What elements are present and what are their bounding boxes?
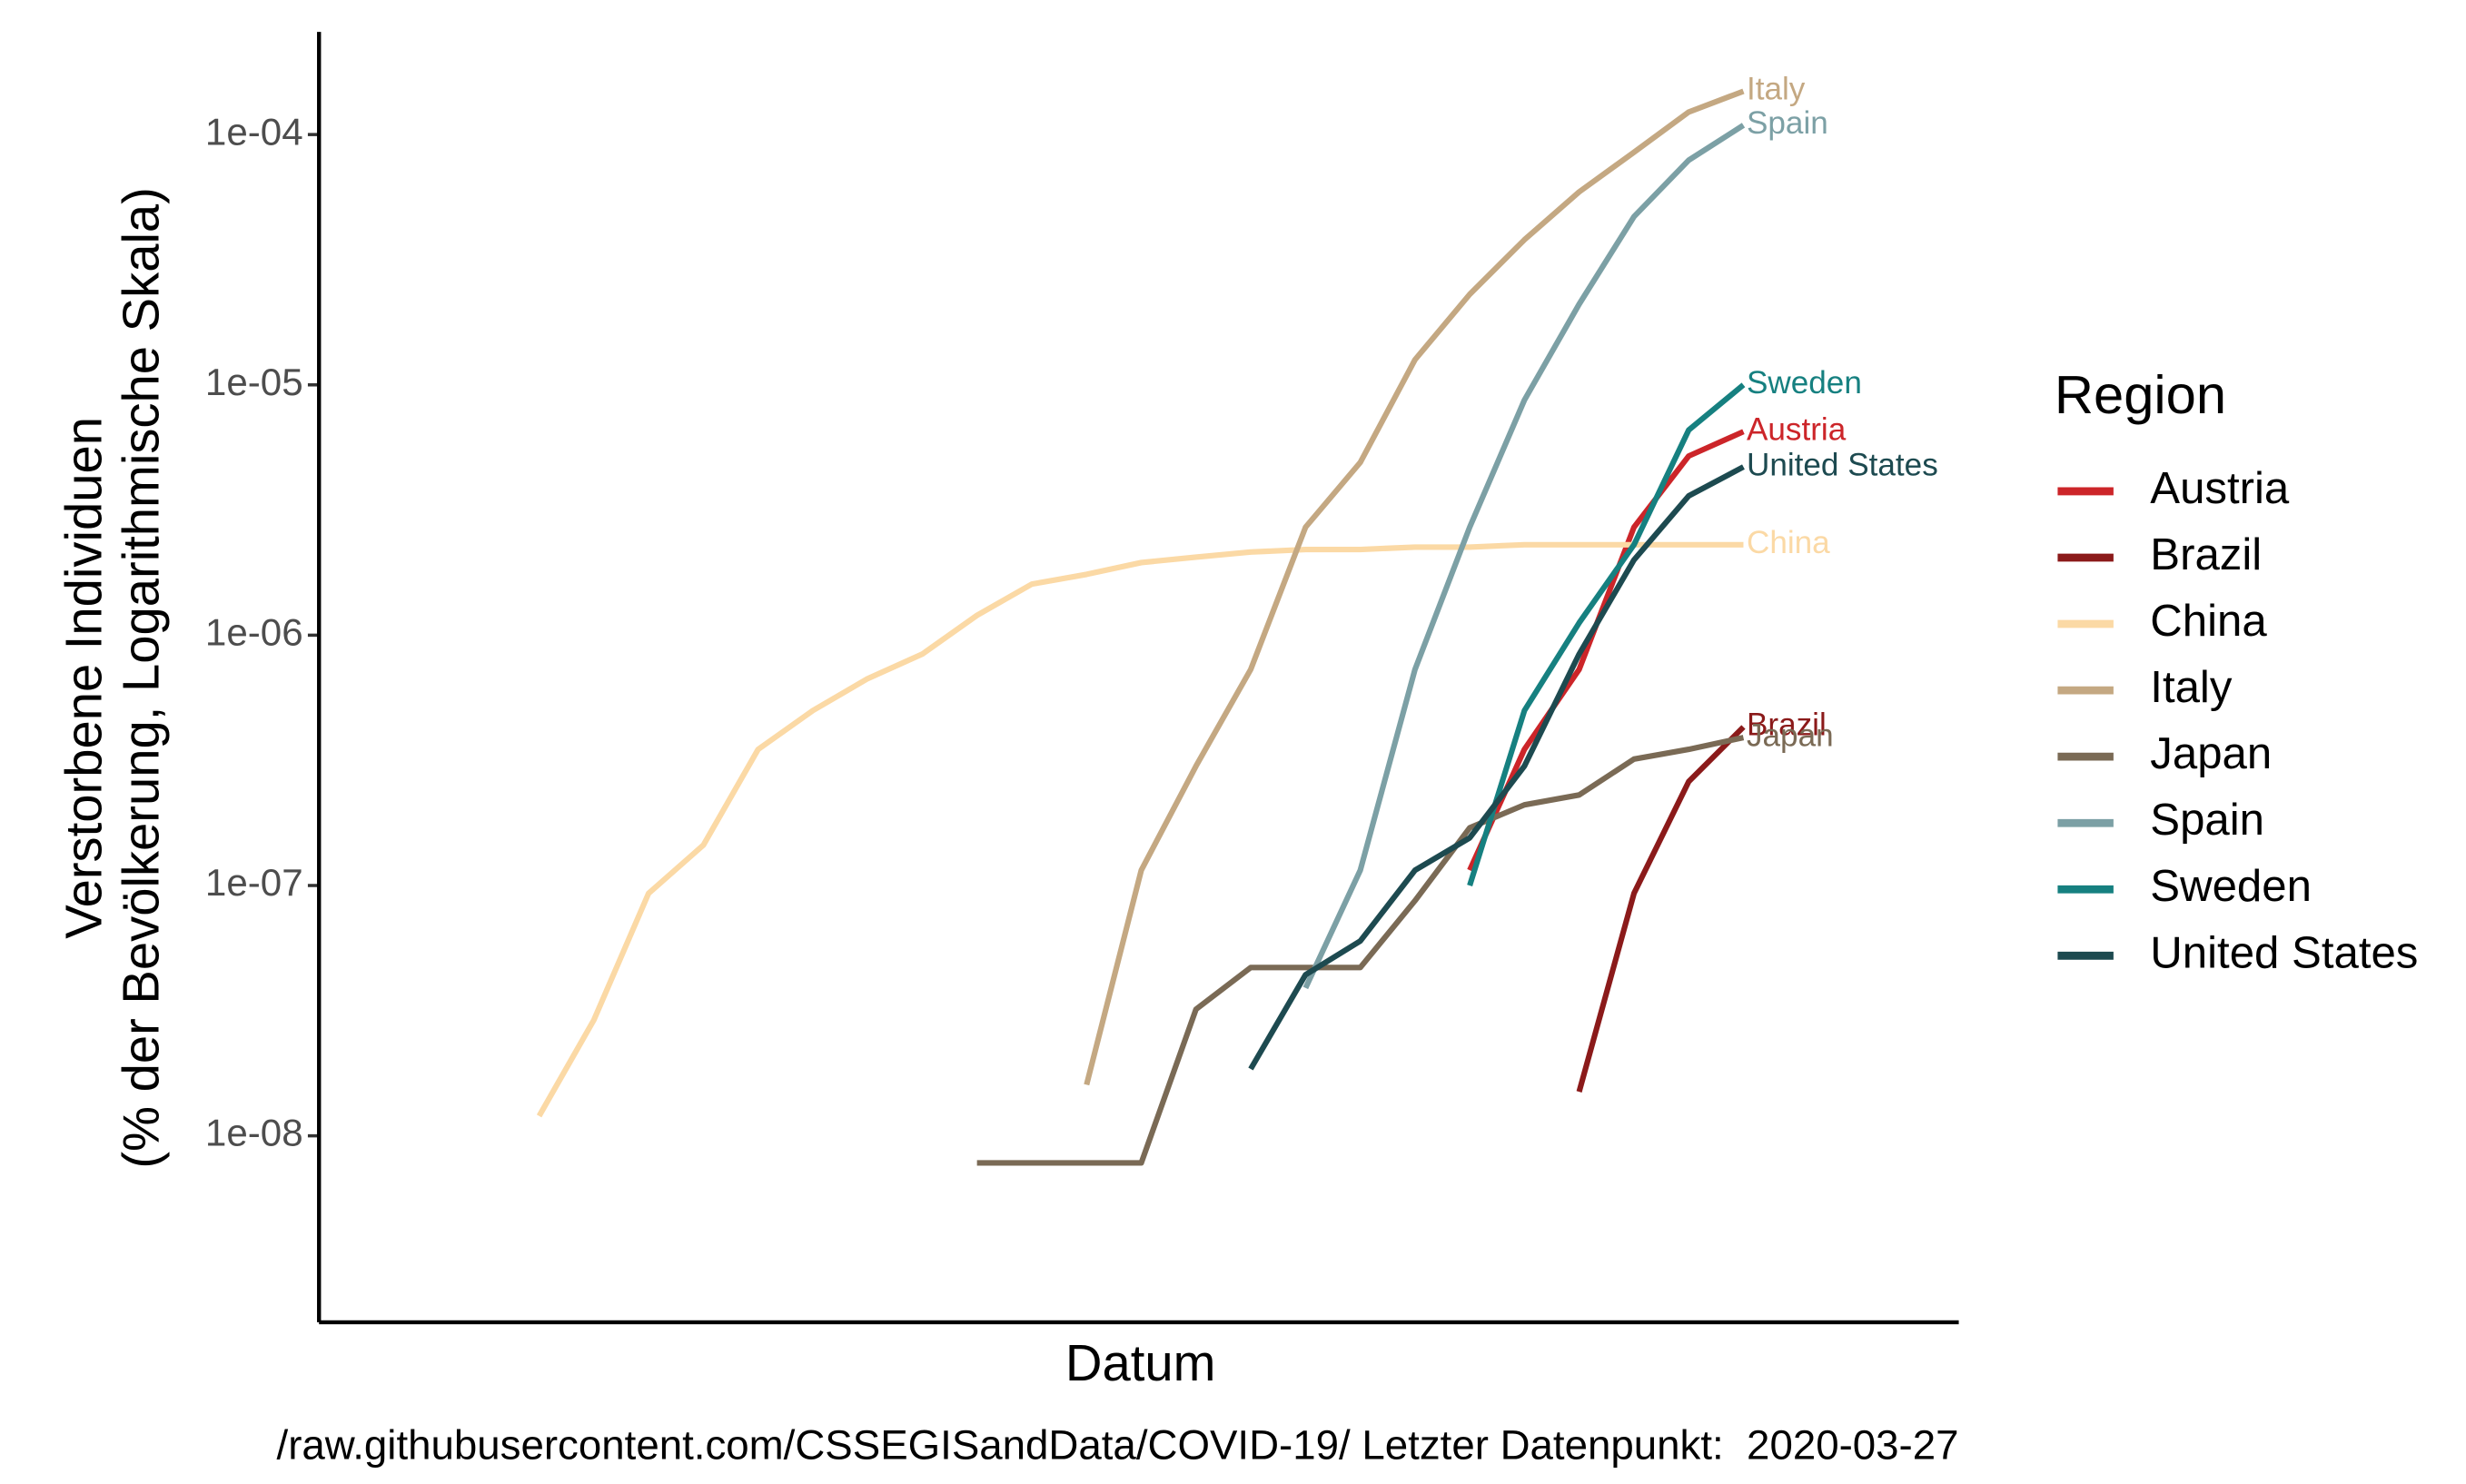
legend-label: Spain bbox=[2150, 795, 2264, 845]
y-tick-label: 1e-07 bbox=[205, 861, 303, 904]
y-axis-title: Verstorbene Individuen bbox=[54, 417, 112, 939]
series-line bbox=[1084, 88, 1745, 1086]
x-axis-title: Datum bbox=[1065, 1334, 1216, 1391]
series-end-label: Japan bbox=[1747, 717, 1834, 753]
series-line bbox=[976, 735, 1745, 1166]
series-end-label: Italy bbox=[1747, 72, 1806, 107]
series-line bbox=[1467, 382, 1746, 886]
y-tick-label: 1e-04 bbox=[205, 110, 303, 153]
legend-label: Sweden bbox=[2150, 861, 2312, 911]
legend-label: Brazil bbox=[2150, 529, 2262, 579]
series-line bbox=[1467, 429, 1745, 872]
y-axis-title: (% der Bevölkerung, Logarithmische Skala… bbox=[113, 187, 170, 1169]
legend-label: China bbox=[2150, 596, 2267, 646]
series-end-label: Austria bbox=[1747, 412, 1847, 448]
y-tick-label: 1e-05 bbox=[205, 361, 303, 403]
legend-label: Italy bbox=[2150, 662, 2233, 712]
series-end-label: Spain bbox=[1747, 105, 1828, 141]
legend-label: Japan bbox=[2150, 728, 2272, 778]
series-end-label: United States bbox=[1747, 447, 1938, 482]
y-tick-label: 1e-06 bbox=[205, 611, 303, 654]
legend-title: Region bbox=[2055, 364, 2226, 425]
legend-label: United States bbox=[2150, 927, 2418, 977]
legend-label: Austria bbox=[2150, 463, 2290, 513]
series-line bbox=[536, 541, 1744, 1118]
series-end-label: China bbox=[1747, 525, 1830, 560]
series-end-label: Sweden bbox=[1747, 365, 1862, 401]
y-tick-label: 1e-08 bbox=[205, 1112, 303, 1154]
caption: /raw.githubusercontent.com/CSSEGISandDat… bbox=[277, 1422, 1959, 1469]
series-end-label: Brazil bbox=[1747, 707, 1827, 743]
series-line bbox=[1302, 123, 1746, 990]
series-line bbox=[1576, 725, 1746, 1093]
series-line bbox=[1248, 464, 1745, 1071]
